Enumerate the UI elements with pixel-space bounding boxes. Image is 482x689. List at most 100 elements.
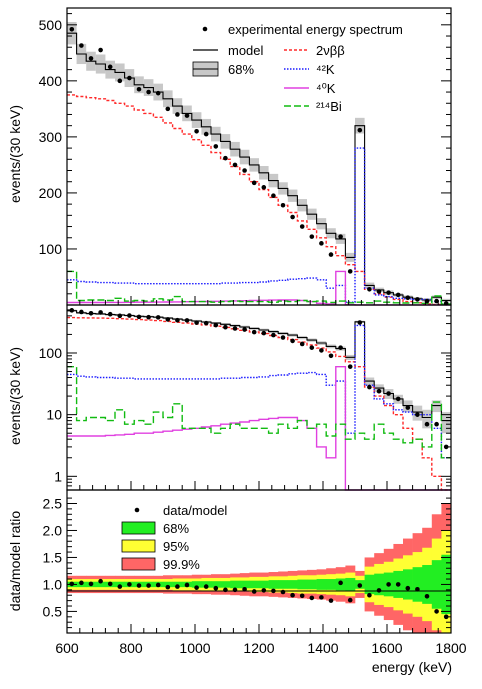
model-line <box>67 310 451 422</box>
ratio-point <box>136 583 142 588</box>
data-point <box>434 421 439 427</box>
ratio-point <box>117 584 123 589</box>
component-histograms <box>67 316 451 491</box>
data-point <box>98 47 103 53</box>
ratio-band-bin <box>403 569 413 600</box>
data-point <box>232 326 238 331</box>
data-point <box>376 388 382 394</box>
legend-label-data: experimental energy spectrum <box>228 22 403 37</box>
ratio-point <box>328 598 334 603</box>
data-point <box>424 421 430 427</box>
data-point <box>299 224 305 229</box>
k42-histogram <box>67 147 451 305</box>
y-tick-label: 100 <box>39 241 63 257</box>
two-nu-bb-histogram <box>67 94 451 306</box>
data-point <box>357 320 363 325</box>
ratio-point <box>107 581 113 587</box>
ratio-point <box>319 595 324 600</box>
data-point <box>271 332 276 338</box>
data-point <box>251 180 257 186</box>
ratio-point <box>251 589 257 594</box>
ratio-point <box>194 585 199 590</box>
data-point <box>261 330 267 336</box>
ratio-point <box>434 609 439 614</box>
data-point <box>184 113 190 118</box>
data-points <box>69 308 449 450</box>
model-histogram <box>67 310 451 422</box>
data-point <box>319 241 324 246</box>
ratio-band-bin <box>211 581 221 588</box>
y-tick-label: 0.5 <box>43 603 63 619</box>
model-line <box>67 32 451 302</box>
y-axis-label: events/(30 keV) <box>7 105 23 203</box>
ratio-point <box>261 588 267 593</box>
component-histograms <box>67 94 451 306</box>
ratio-point <box>405 585 411 591</box>
ratio-band-bin <box>249 580 260 589</box>
two-nu-bb-histogram <box>67 316 451 491</box>
ratio-band-bin <box>364 574 375 595</box>
data-point <box>367 287 372 292</box>
data-point <box>415 412 420 417</box>
ratio-band-bin <box>287 580 298 589</box>
data-point <box>376 289 382 294</box>
bi214-histogram <box>67 366 451 459</box>
data-point <box>338 345 343 350</box>
data-point <box>386 391 391 396</box>
data-point <box>261 185 267 190</box>
ratio-point <box>88 581 94 587</box>
bi214-histogram <box>67 270 451 305</box>
band-bin <box>431 400 442 413</box>
data-point <box>319 348 324 353</box>
legend-label-k40: ⁴⁰K <box>316 81 336 96</box>
x-tick-label: 1200 <box>243 640 274 656</box>
x-tick-label: 1600 <box>371 640 402 656</box>
data-point <box>405 405 411 410</box>
data-point <box>309 345 315 350</box>
ratio-band-bin <box>431 560 442 609</box>
data-point <box>223 155 228 161</box>
data-point <box>88 56 94 61</box>
ratio-point <box>415 586 420 592</box>
ratio-band-bin <box>220 581 231 588</box>
ratio-point <box>367 592 372 598</box>
data-point <box>367 384 372 390</box>
y-tick-label: 300 <box>39 129 63 145</box>
legend-marker-ratio <box>134 507 140 513</box>
y-axis-label: data/model ratio <box>7 511 23 612</box>
ratio-band-bin <box>268 580 279 589</box>
ratio-point <box>290 592 295 598</box>
legend-label-k42: ⁴²K <box>316 62 335 77</box>
data-point <box>155 315 161 320</box>
legend-marker-data <box>202 26 208 32</box>
ratio-point <box>299 593 305 599</box>
data-point <box>146 89 151 95</box>
data-point <box>299 341 305 347</box>
log-spectrum-panel: 1 10 100 events/(30 keV) <box>7 304 452 491</box>
y-tick-label: 1.5 <box>43 549 63 565</box>
ratio-panel: 0.5 1.0 1.5 2.0 2.5 600 800 1000 1200 1400 1600 180… <box>7 489 467 675</box>
data-point <box>223 324 228 330</box>
data-point <box>357 127 363 133</box>
ratio-band-bin <box>326 579 337 590</box>
x-tick-label: 1000 <box>179 640 210 656</box>
ratio-point <box>165 584 171 590</box>
y-tick-label: 500 <box>39 17 63 33</box>
data-point <box>136 314 142 320</box>
legend-label-68: 68% <box>163 521 189 536</box>
y-tick-label: 200 <box>39 185 63 201</box>
ratio-point <box>223 587 228 593</box>
data-point <box>117 78 123 84</box>
data-point <box>347 364 353 369</box>
ratio-band-bin <box>191 581 202 588</box>
data-point <box>117 313 123 319</box>
k40-histogram <box>67 366 451 491</box>
model-histogram <box>67 32 451 302</box>
ratio-point <box>203 584 209 589</box>
legend-label-95: 95% <box>163 539 189 554</box>
ratio-band-bin <box>163 581 173 588</box>
y-tick-label: 1 <box>54 468 62 484</box>
data-point <box>98 310 103 315</box>
data-point <box>242 327 247 332</box>
